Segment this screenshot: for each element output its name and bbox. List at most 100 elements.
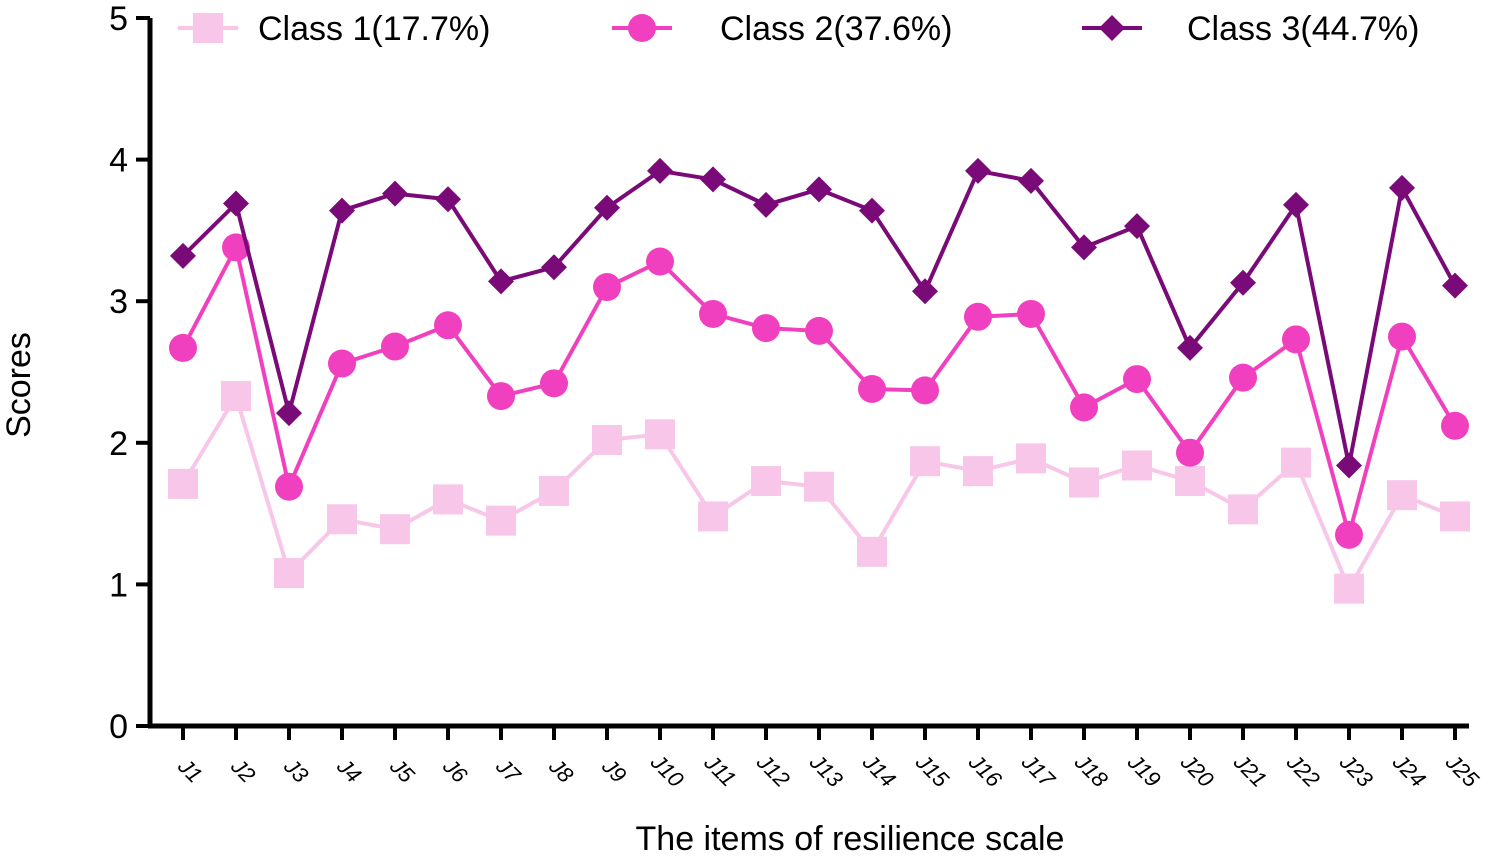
- x-tick-label: J14: [857, 749, 900, 792]
- y-tick-label: 5: [109, 0, 128, 38]
- x-tick-label: J21: [1228, 749, 1271, 792]
- data-point: [858, 374, 886, 403]
- data-point: [912, 278, 938, 305]
- data-point: [806, 176, 832, 203]
- data-point: [168, 468, 198, 499]
- data-point: [434, 311, 462, 340]
- x-axis: J1 J2 J3 J4 J5 J6 J7 J8 J9 J10 J11 J12 J13 J14 J15 J16 J…: [148, 723, 1484, 793]
- data-point: [1230, 269, 1256, 296]
- data-point: [541, 254, 567, 281]
- data-point: [804, 471, 834, 502]
- x-tick-label: J5: [385, 753, 420, 788]
- x-tick-label: J23: [1334, 749, 1378, 793]
- legend-item-1: Class 1(17.7%): [178, 10, 490, 48]
- data-point: [910, 446, 940, 477]
- legend-item-2: Class 2(37.6%): [612, 10, 952, 48]
- data-point: [859, 197, 885, 224]
- x-axis-title: The items of resilience scale: [636, 820, 1065, 858]
- y-axis: 0 1 2 3 4 5: [109, 0, 153, 746]
- data-point: [223, 190, 249, 217]
- data-point: [382, 180, 408, 207]
- data-point: [646, 247, 674, 276]
- data-point: [593, 273, 621, 302]
- y-tick-label: 1: [109, 566, 128, 604]
- data-point: [275, 472, 303, 501]
- x-tick-label: J12: [751, 749, 794, 792]
- data-point: [647, 157, 673, 184]
- x-tick-label: J4: [332, 753, 367, 788]
- series-2: [169, 233, 1469, 549]
- data-point: [222, 233, 250, 262]
- legend-label: Class 3(44.7%): [1187, 10, 1419, 48]
- data-point: [592, 424, 622, 455]
- x-tick-label: J18: [1069, 749, 1113, 793]
- data-point: [1281, 447, 1311, 478]
- data-point: [1283, 191, 1309, 218]
- x-tick-label: J20: [1175, 749, 1219, 793]
- x-tick-label: J9: [597, 753, 632, 788]
- series-3: [170, 157, 1468, 479]
- x-tick-label: J8: [544, 753, 579, 788]
- data-point: [1069, 467, 1099, 498]
- data-point: [1176, 438, 1204, 467]
- y-tick-label: 3: [109, 283, 128, 321]
- data-point: [1177, 334, 1203, 361]
- data-point: [1123, 365, 1151, 394]
- y-tick-label: 2: [109, 425, 128, 463]
- data-point: [435, 186, 461, 213]
- y-tick-label: 0: [109, 708, 128, 746]
- data-point: [540, 369, 568, 398]
- data-point: [699, 299, 727, 328]
- data-point: [169, 333, 197, 362]
- data-point: [274, 558, 304, 589]
- data-point: [751, 466, 781, 497]
- data-point: [221, 381, 251, 412]
- data-point: [700, 166, 726, 193]
- data-point: [381, 332, 409, 361]
- data-point: [1441, 411, 1469, 440]
- data-point: [594, 194, 620, 221]
- series-layer: [168, 157, 1470, 604]
- data-point: [380, 514, 410, 545]
- x-tick-label: J2: [226, 753, 261, 788]
- x-tick-label: J10: [645, 749, 689, 793]
- data-point: [1229, 363, 1257, 392]
- data-point: [1440, 501, 1470, 532]
- y-tick-label: 4: [109, 142, 128, 180]
- data-point: [698, 501, 728, 532]
- x-tick-label: J11: [699, 749, 741, 791]
- data-point: [965, 157, 991, 184]
- data-point: [964, 302, 992, 331]
- legend-marker: [1099, 15, 1125, 41]
- x-tick-label: J15: [910, 749, 954, 793]
- legend-marker: [628, 14, 656, 42]
- legend-label: Class 1(17.7%): [258, 10, 490, 48]
- data-point: [1335, 520, 1363, 549]
- data-point: [752, 314, 780, 343]
- x-tick-label: J1: [173, 753, 208, 788]
- data-point: [1070, 393, 1098, 422]
- x-tick-label: J19: [1122, 749, 1165, 792]
- data-point: [170, 242, 196, 269]
- x-tick-label: J24: [1387, 749, 1430, 792]
- x-tick-label: J3: [279, 753, 314, 788]
- data-point: [1122, 450, 1152, 481]
- x-tick-label: J25: [1440, 749, 1484, 793]
- data-point: [487, 382, 515, 411]
- data-point: [963, 456, 993, 487]
- data-point: [433, 484, 463, 515]
- data-point: [1016, 443, 1046, 474]
- data-point: [327, 504, 357, 535]
- series-1: [168, 381, 1470, 604]
- data-point: [1018, 167, 1044, 194]
- data-point: [329, 197, 355, 224]
- data-point: [1336, 452, 1362, 479]
- data-point: [1228, 494, 1258, 525]
- data-point: [911, 376, 939, 405]
- data-point: [1124, 213, 1150, 240]
- data-point: [1071, 234, 1097, 261]
- data-point: [276, 400, 302, 427]
- x-tick-label: J7: [491, 753, 526, 788]
